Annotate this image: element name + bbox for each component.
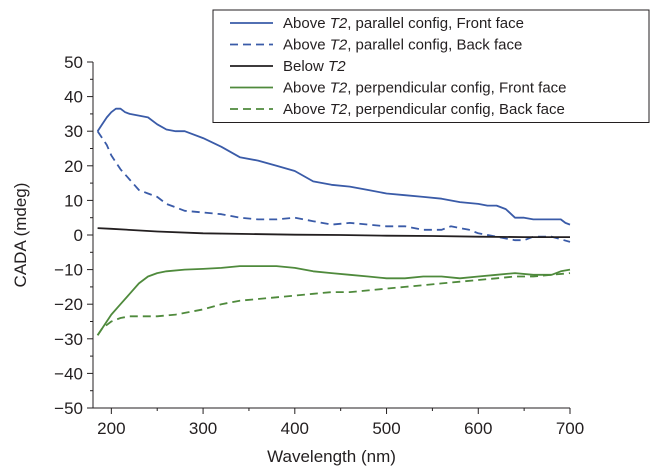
x-tick-label: 600 — [464, 419, 492, 438]
x-axis-title: Wavelength (nm) — [267, 447, 396, 466]
y-tick-label: −40 — [54, 364, 83, 383]
legend-label-part: , parallel config, Back face — [347, 37, 522, 54]
y-tick-label: 30 — [64, 122, 83, 141]
legend-label-part: Above — [283, 80, 330, 97]
y-tick-label: −20 — [54, 295, 83, 314]
series-line-2 — [96, 130, 571, 243]
legend-label-part: Above — [283, 15, 330, 32]
legend-label-part: T2 — [330, 101, 348, 118]
y-tick-label: 40 — [64, 88, 83, 107]
x-tick-label: 700 — [556, 419, 584, 438]
legend-label-part: T2 — [330, 15, 348, 32]
y-axis-title: CADA (mdeg) — [11, 183, 30, 288]
legend-label-part: Below — [283, 58, 328, 75]
legend-label-3: Below T2 — [283, 58, 346, 75]
legend-label-part: Above — [283, 37, 330, 54]
series-line-4 — [96, 265, 571, 336]
legend: Above T2, parallel config, Front faceAbo… — [212, 9, 650, 123]
legend-label-1: Above T2, parallel config, Front face — [283, 15, 524, 32]
x-tick-label: 200 — [97, 419, 125, 438]
legend-label-part: , parallel config, Front face — [347, 15, 524, 32]
x-tick-label: 400 — [281, 419, 309, 438]
ticks-layer: 50 40 30 20 10 0 −10 −20 −30 −40 −50 200 300 400 500 60… — [54, 53, 584, 438]
series-line-1 — [96, 107, 571, 226]
y-tick-label: −50 — [54, 399, 83, 418]
legend-box — [212, 9, 650, 123]
y-tick-label: −30 — [54, 330, 83, 349]
series-line-3 — [97, 227, 570, 239]
legend-label-2: Above T2, parallel config, Back face — [283, 37, 522, 54]
y-tick-label: 50 — [64, 53, 83, 72]
legend-label-part: , perpendicular config, Front face — [347, 80, 566, 97]
legend-label-part: T2 — [330, 37, 348, 54]
x-tick-label: 300 — [189, 419, 217, 438]
legend-label-part: T2 — [330, 80, 348, 97]
legend-label-5: Above T2, perpendicular config, Back fac… — [283, 101, 565, 118]
y-tick-label: 20 — [64, 157, 83, 176]
legend-label-part: Above — [283, 101, 330, 118]
x-tick-label: 500 — [372, 419, 400, 438]
y-tick-label: −10 — [54, 261, 83, 280]
legend-label-part: T2 — [328, 58, 346, 75]
series-line-5 — [96, 272, 571, 336]
y-tick-label: 10 — [64, 191, 83, 210]
legend-label-4: Above T2, perpendicular config, Front fa… — [283, 80, 567, 97]
legend-label-part: , perpendicular config, Back face — [347, 101, 565, 118]
y-tick-label: 0 — [74, 226, 83, 245]
series-layer — [96, 107, 571, 336]
